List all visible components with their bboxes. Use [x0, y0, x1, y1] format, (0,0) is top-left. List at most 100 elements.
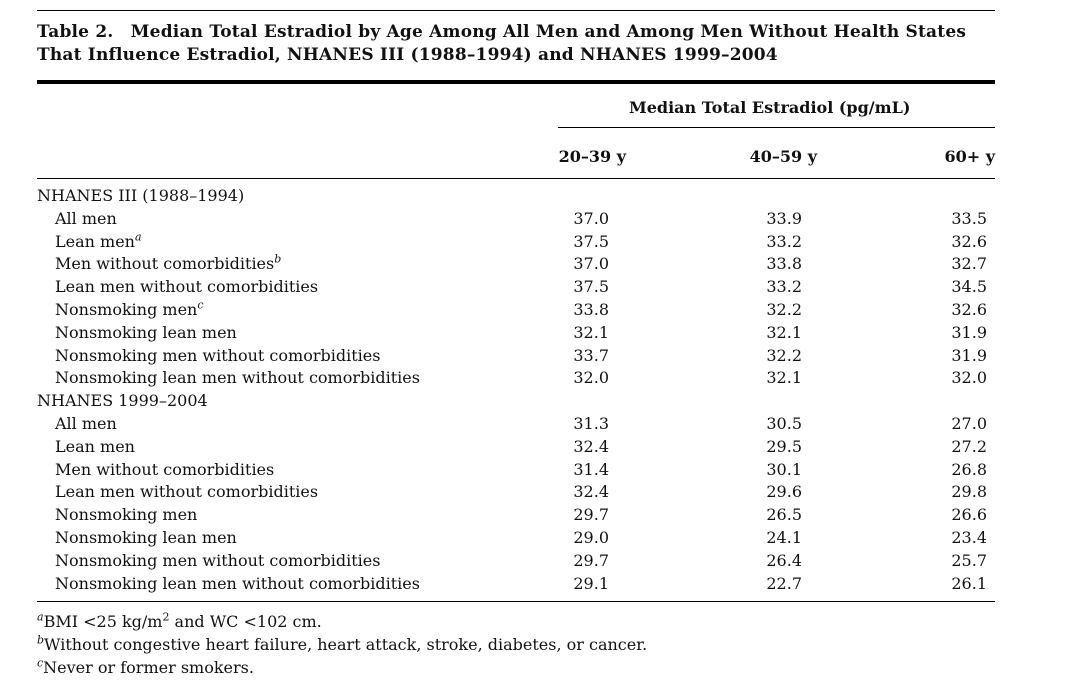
- cell-value: 29.6: [766, 482, 802, 502]
- cell-value: 32.0: [951, 368, 987, 388]
- cell-value: 32.2: [766, 299, 802, 319]
- row-label: Nonsmoking menc: [55, 299, 204, 322]
- cell-value: 32.7: [951, 254, 987, 274]
- table-row: Nonsmoking lean men without comorbiditie…: [37, 367, 995, 390]
- footnote-mark: b: [37, 634, 45, 648]
- row-label-text: Nonsmoking men: [55, 505, 198, 525]
- footnote-superscript: 2: [162, 611, 170, 625]
- footnote-marker: b: [274, 253, 282, 267]
- row-label-text: Men without comorbidities: [55, 254, 275, 274]
- cell-value: 26.4: [766, 550, 802, 570]
- cell-value: 31.4: [573, 459, 609, 479]
- row-label-text: All men: [55, 413, 117, 433]
- row-label: Lean men without comorbidities: [55, 481, 318, 504]
- cell-value: 34.5: [951, 277, 987, 297]
- row-label: Nonsmoking lean men: [55, 527, 237, 550]
- cell-value: 25.7: [951, 550, 987, 570]
- section-header: NHANES 1999–2004: [37, 390, 995, 413]
- cell-value: 33.7: [573, 345, 609, 365]
- table-row: Nonsmoking men 29.7 26.5 26.6: [37, 504, 995, 527]
- table-row: Nonsmoking men without comorbidities 29.7…: [37, 550, 995, 573]
- section-header: NHANES III (1988–1994): [37, 185, 995, 208]
- cell-value: 32.2: [766, 345, 802, 365]
- row-label-text: Nonsmoking lean men: [55, 527, 237, 547]
- section-label: NHANES III (1988–1994): [37, 186, 245, 205]
- table-row: Lean men 32.4 29.5 27.2: [37, 436, 995, 459]
- row-label-text: Lean men without comorbidities: [55, 277, 319, 297]
- cell-value: 33.8: [766, 254, 802, 274]
- cell-value: 29.8: [951, 482, 987, 502]
- row-label: All men: [55, 208, 117, 231]
- row-label-text: Nonsmoking men: [55, 299, 198, 319]
- footnote: aBMI <25 kg/m2 and WC <102 cm.: [37, 610, 995, 633]
- cell-value: 32.1: [766, 322, 802, 342]
- footnote: cNever or former smokers.: [37, 656, 995, 679]
- header-rule: [37, 178, 995, 179]
- footnote-text: Without congestive heart failure, heart …: [44, 635, 648, 655]
- table-row: Lean men without comorbidities 37.5 33.2 34…: [37, 276, 995, 299]
- row-label-text: Nonsmoking lean men without comorbiditie…: [55, 573, 420, 593]
- cell-value: 32.4: [573, 436, 609, 456]
- cell-value: 24.1: [766, 527, 802, 547]
- cell-value: 32.6: [951, 231, 987, 251]
- cell-value: 32.1: [573, 322, 609, 342]
- row-label: Nonsmoking lean men without comorbiditie…: [55, 573, 420, 596]
- table-row: Nonsmoking lean men 29.0 24.1 23.4: [37, 527, 995, 550]
- row-label: Nonsmoking men: [55, 504, 197, 527]
- footnote-marker: a: [134, 230, 142, 244]
- table-row: Men without comorbiditiesb 37.0 33.8 32.7: [37, 253, 995, 276]
- cell-value: 31.3: [573, 413, 609, 433]
- footnotes: aBMI <25 kg/m2 and WC <102 cm. bWithout c…: [37, 610, 995, 679]
- footnote-text-continued: and WC <102 cm.: [169, 612, 322, 632]
- cell-value: 32.6: [951, 299, 987, 319]
- cell-value: 29.5: [766, 436, 802, 456]
- row-label-text: Nonsmoking lean men without comorbiditie…: [55, 368, 420, 388]
- table-row: Nonsmoking lean men without comorbiditie…: [37, 573, 995, 596]
- row-label-text: Lean men without comorbidities: [55, 482, 319, 502]
- row-label-text: Nonsmoking men without comorbidities: [55, 550, 381, 570]
- table-title: Table 2. Median Total Estradiol by Age A…: [37, 22, 967, 65]
- cell-value: 30.1: [766, 459, 802, 479]
- row-label-text: Men without comorbidities: [55, 459, 275, 479]
- footnote-mark: a: [37, 611, 44, 625]
- row-label: Men without comorbidities: [55, 459, 274, 482]
- group-rule: [558, 127, 995, 128]
- row-label: Lean mena: [55, 231, 142, 254]
- top-rule: [37, 10, 995, 11]
- row-label: Lean men: [55, 436, 135, 459]
- cell-value: 27.0: [951, 413, 987, 433]
- cell-value: 23.4: [951, 527, 987, 547]
- row-label-text: Lean men: [55, 231, 135, 251]
- row-label: Nonsmoking men without comorbidities: [55, 345, 380, 368]
- row-label: Nonsmoking lean men without comorbiditie…: [55, 367, 420, 390]
- table-row: Nonsmoking menc 33.8 32.2 32.6: [37, 299, 995, 322]
- footnote-marker: c: [197, 298, 204, 312]
- cell-value: 26.5: [766, 505, 802, 525]
- table-figure: Table 2. Median Total Estradiol by Age A…: [37, 0, 995, 679]
- column-group-header: Median Total Estradiol (pg/mL): [629, 98, 911, 117]
- row-label-text: Nonsmoking lean men: [55, 322, 237, 342]
- cell-value: 33.2: [766, 277, 802, 297]
- footnote: bWithout congestive heart failure, heart…: [37, 633, 995, 656]
- cell-value: 29.1: [573, 573, 609, 593]
- row-label: Men without comorbiditiesb: [55, 253, 281, 276]
- cell-value: 26.6: [951, 505, 987, 525]
- row-label-text: All men: [55, 208, 117, 228]
- cell-value: 33.5: [951, 208, 987, 228]
- cell-value: 29.7: [573, 505, 609, 525]
- table-row: Nonsmoking men without comorbidities 33.7…: [37, 345, 995, 368]
- cell-value: 32.4: [573, 482, 609, 502]
- table-row: Nonsmoking lean men 32.1 32.1 31.9: [37, 322, 995, 345]
- cell-value: 29.0: [573, 527, 609, 547]
- cell-value: 37.0: [573, 208, 609, 228]
- row-label: All men: [55, 413, 117, 436]
- cell-value: 37.5: [573, 231, 609, 251]
- cell-value: 33.9: [766, 208, 802, 228]
- cell-value: 31.9: [951, 322, 987, 342]
- table-row: Lean men without comorbidities 32.4 29.6 29…: [37, 481, 995, 504]
- row-label-text: Lean men: [55, 436, 135, 456]
- cell-value: 22.7: [766, 573, 802, 593]
- cell-value: 32.0: [573, 368, 609, 388]
- footnote-text: BMI <25 kg/m: [43, 612, 163, 632]
- title-rule: [37, 80, 995, 84]
